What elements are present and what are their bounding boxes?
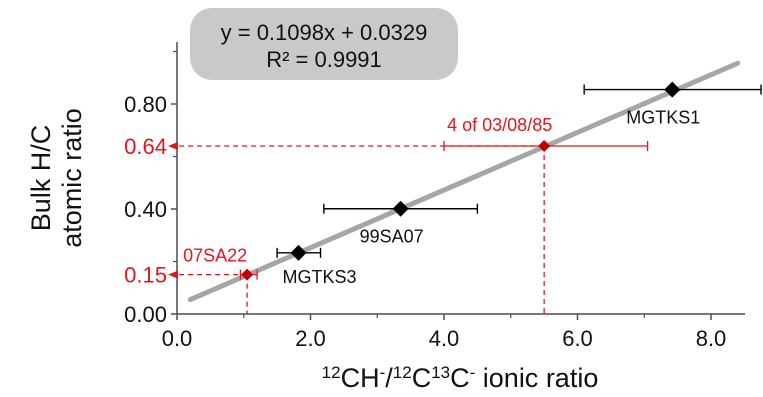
reference-point-marker	[241, 268, 254, 281]
reference-point-marker	[538, 140, 551, 152]
regression-line	[187, 60, 741, 303]
reference-guides: 0.15 0.64	[124, 134, 545, 314]
fit-equation: y = 0.1098x + 0.0329	[221, 20, 428, 45]
point-label: MGTKS1	[626, 108, 700, 128]
y-axis-title-line2: atomic ratio	[57, 108, 87, 248]
point-label: MGTKS3	[282, 267, 356, 287]
reference-point-label: 07SA22	[183, 246, 247, 266]
y-tick-label: 0.40	[124, 197, 167, 222]
reference-y-value: 0.15	[124, 263, 167, 288]
y-axis-title: Bulk H/C atomic ratio	[26, 108, 87, 248]
axis-ticks: 0.0 2.0 4.0 6.0 8.0 0.00 0.40 0.80	[124, 50, 727, 351]
reference-point-label: 4 of 03/08/85	[447, 115, 552, 135]
x-tick-label: 4.0	[429, 326, 460, 351]
data-point-marker	[392, 200, 409, 217]
x-tick-label: 8.0	[696, 326, 727, 351]
y-tick-label: 0.00	[124, 302, 167, 327]
data-point-marker	[290, 244, 307, 261]
y-axis-title-line1: Bulk H/C	[26, 125, 56, 232]
x-tick-label: 2.0	[295, 326, 326, 351]
data-point-marker	[664, 81, 681, 98]
equation-box: y = 0.1098x + 0.0329 R² = 0.9991	[190, 8, 458, 80]
x-tick-label: 6.0	[562, 326, 593, 351]
x-tick-label: 0.0	[162, 326, 193, 351]
x-axis-title: 12CH-/12C13C- ionic ratio	[322, 363, 599, 394]
y-tick-label: 0.80	[124, 92, 167, 117]
point-label: 99SA07	[360, 227, 424, 247]
fit-r-squared: R² = 0.9991	[266, 47, 382, 72]
reference-y-value: 0.64	[124, 134, 167, 159]
